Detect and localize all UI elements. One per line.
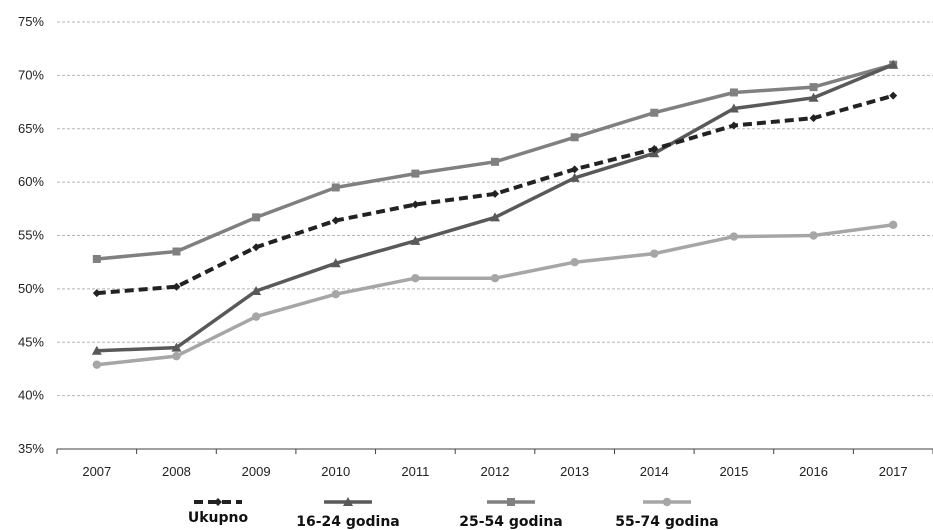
data-point (331, 290, 340, 299)
legend: Ukupno 16-24 godina 25-54 godina 55-74 godi… (188, 497, 719, 530)
x-tick-label: 2017 (879, 464, 908, 479)
data-point (490, 274, 500, 283)
data-point (411, 200, 420, 209)
data-point (809, 83, 818, 92)
legend-item: 16-24 godina (296, 497, 400, 530)
data-point (570, 165, 579, 174)
data-point (172, 351, 181, 361)
data-point (650, 145, 659, 154)
data-point (92, 289, 101, 298)
series-line (96, 223, 894, 367)
y-axis-tick-labels: 35% 40% 45% 50% 55% 60% 65% 70% 75% (18, 14, 44, 456)
data-point (330, 258, 341, 268)
data-point (92, 254, 101, 263)
data-point (729, 88, 738, 97)
legend-marker (507, 498, 515, 506)
y-tick-label: 70% (18, 67, 44, 82)
y-tick-label: 40% (18, 388, 44, 403)
data-point (569, 172, 580, 182)
data-point (570, 257, 579, 267)
x-tick-label: 2014 (640, 464, 669, 479)
axes (56, 448, 933, 454)
legend-item: Ukupno (188, 498, 249, 526)
data-point (650, 108, 659, 117)
legend-marker (214, 498, 222, 506)
data-point (570, 133, 579, 142)
series-25-54-godina (92, 60, 898, 263)
series-lines (91, 59, 899, 369)
x-tick-label: 2016 (799, 464, 828, 479)
series-55-74-godina (92, 220, 898, 369)
data-point (331, 183, 340, 192)
data-point (809, 114, 818, 123)
y-tick-label: 75% (18, 14, 44, 29)
series-ukupno (92, 91, 898, 298)
data-point (251, 286, 262, 296)
data-point (728, 103, 739, 113)
legend-item: 55-74 godina (615, 497, 719, 530)
data-point (491, 189, 499, 198)
series-16-24-godina (91, 59, 899, 355)
data-point (650, 249, 659, 258)
data-point (888, 220, 898, 230)
x-tick-label: 2013 (560, 464, 589, 479)
series-line (96, 63, 894, 353)
y-tick-label: 50% (18, 281, 44, 296)
data-point (808, 92, 819, 102)
data-point (252, 243, 261, 252)
y-tick-label: 65% (18, 121, 44, 136)
x-tick-label: 2012 (481, 464, 510, 479)
legend-label: 25-54 godina (459, 514, 563, 530)
data-point (172, 247, 181, 256)
legend-label: 16-24 godina (296, 514, 400, 530)
data-point (252, 213, 261, 222)
y-tick-label: 60% (18, 174, 44, 189)
data-point (490, 212, 500, 222)
legend-marker (662, 497, 672, 507)
legend-label: 55-74 godina (615, 514, 719, 530)
x-tick-label: 2007 (82, 464, 111, 479)
data-point (331, 216, 340, 225)
data-point (410, 235, 421, 245)
y-tick-label: 45% (18, 334, 44, 349)
data-point (411, 274, 420, 283)
data-point (251, 312, 261, 321)
data-point (171, 342, 182, 352)
data-point (411, 169, 420, 178)
x-axis-tick-labels: 2007 2008 2009 2010 2011 2012 2013 2014 2015 2016… (82, 464, 907, 479)
y-tick-label: 55% (18, 228, 44, 243)
x-tick-label: 2015 (719, 464, 748, 479)
legend-label: Ukupno (188, 510, 249, 526)
data-point (729, 232, 739, 241)
x-tick-label: 2009 (242, 464, 271, 479)
data-point (491, 157, 499, 166)
data-point (91, 345, 102, 355)
legend-marker (343, 497, 353, 506)
data-point (172, 282, 181, 291)
x-tick-label: 2010 (321, 464, 350, 479)
data-point (729, 121, 738, 130)
x-tick-label: 2011 (401, 464, 429, 479)
y-tick-label: 35% (18, 441, 44, 456)
data-point (809, 231, 818, 240)
data-point (92, 360, 102, 369)
x-tick-label: 2008 (162, 464, 191, 479)
legend-item: 25-54 godina (459, 498, 563, 530)
data-point (889, 91, 898, 100)
data-point (888, 59, 899, 69)
